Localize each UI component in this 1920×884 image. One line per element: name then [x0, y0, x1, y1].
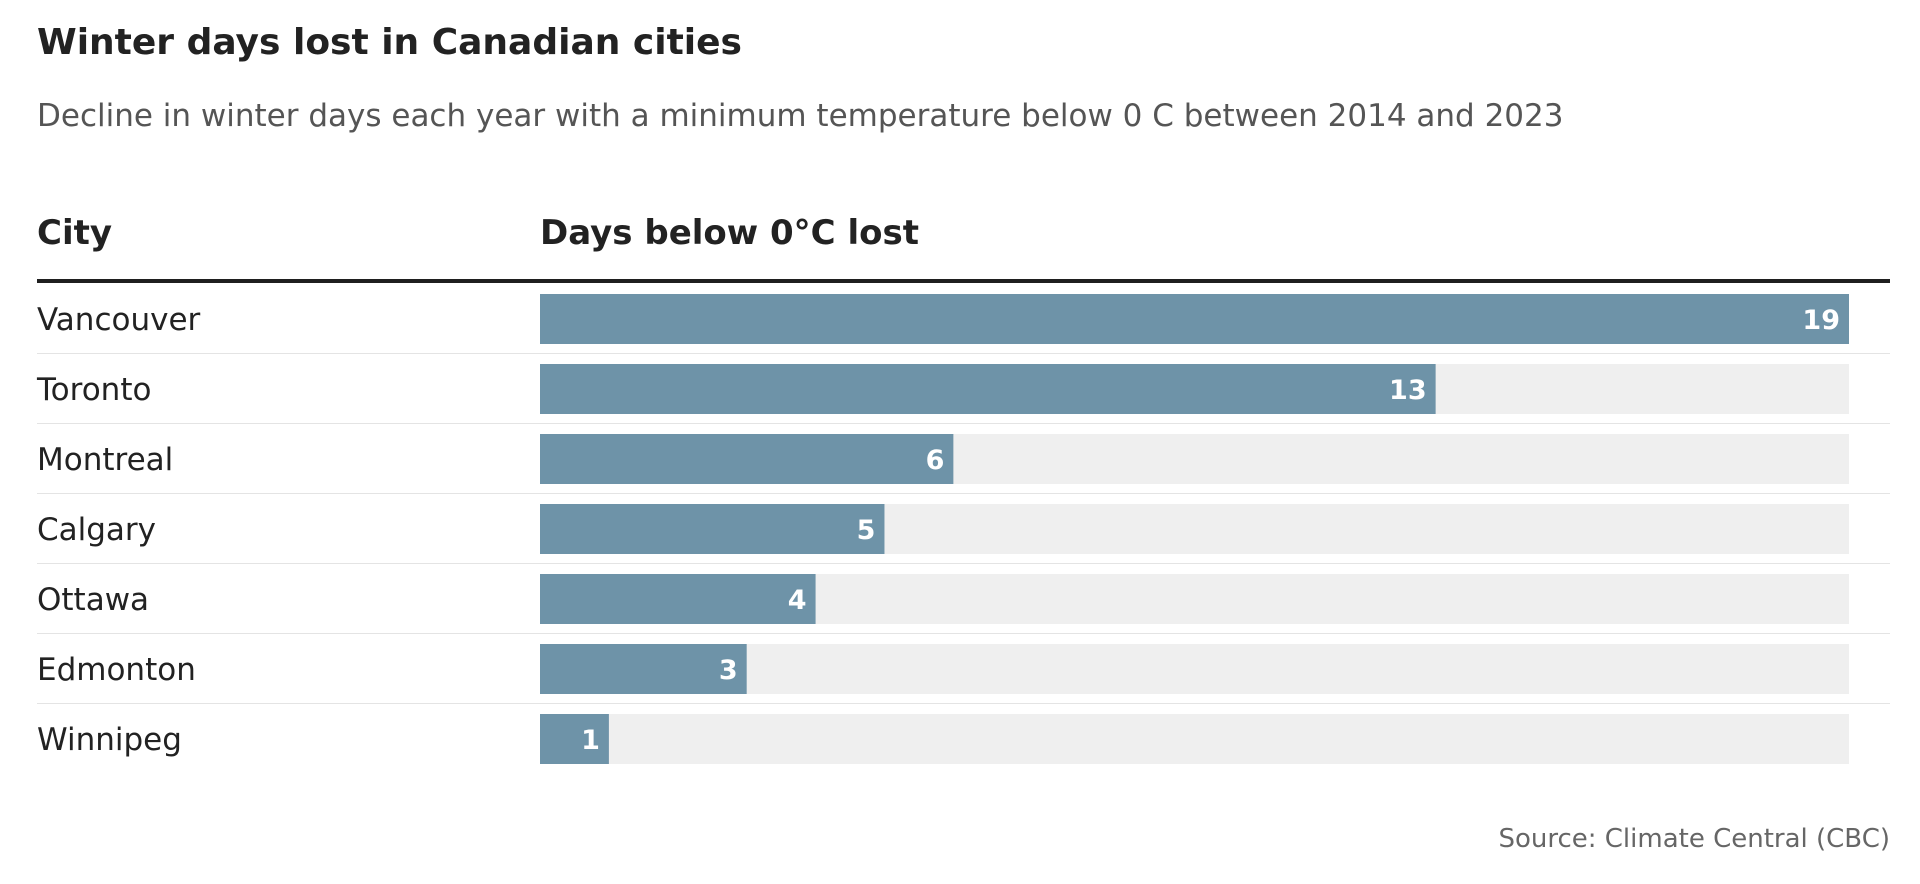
bar-track-edmonton — [540, 644, 1849, 694]
row-divider — [37, 353, 1890, 354]
city-label-ottawa: Ottawa — [37, 582, 149, 618]
data-label-calgary: 5 — [857, 515, 876, 546]
city-label-vancouver: Vancouver — [37, 302, 201, 338]
city-label-edmonton: Edmonton — [37, 652, 196, 688]
bar-ottawa — [540, 574, 816, 624]
chart-subtitle: Decline in winter days each year with a … — [37, 98, 1564, 134]
data-label-vancouver: 19 — [1802, 305, 1840, 336]
data-label-ottawa: 4 — [788, 585, 807, 616]
days-lost-column-header: Days below 0°C lost — [540, 213, 919, 253]
bar-calgary — [540, 504, 885, 554]
data-label-montreal: 6 — [926, 445, 945, 476]
city-label-toronto: Toronto — [36, 372, 151, 408]
bar-winnipeg — [540, 714, 609, 764]
data-label-toronto: 13 — [1389, 375, 1427, 406]
city-label-calgary: Calgary — [37, 512, 156, 548]
bar-track-winnipeg — [540, 714, 1849, 764]
bar-chart: 19Vancouver13Toronto6Montreal5Calgary4Ot… — [36, 294, 1890, 764]
data-label-edmonton: 3 — [719, 655, 738, 686]
row-divider — [37, 493, 1890, 494]
bar-toronto — [540, 364, 1436, 414]
city-column-header: City — [37, 213, 113, 253]
bar-montreal — [540, 434, 954, 484]
row-divider — [37, 633, 1890, 634]
city-label-montreal: Montreal — [37, 442, 173, 478]
bar-vancouver — [540, 294, 1849, 344]
data-label-winnipeg: 1 — [581, 725, 600, 756]
row-divider — [37, 563, 1890, 564]
source-note: Source: Climate Central (CBC) — [1498, 824, 1890, 854]
bar-edmonton — [540, 644, 747, 694]
row-divider — [37, 703, 1890, 704]
chart-title: Winter days lost in Canadian cities — [37, 22, 742, 63]
row-divider — [37, 423, 1890, 424]
city-label-winnipeg: Winnipeg — [37, 722, 182, 758]
header-rule — [37, 279, 1890, 283]
